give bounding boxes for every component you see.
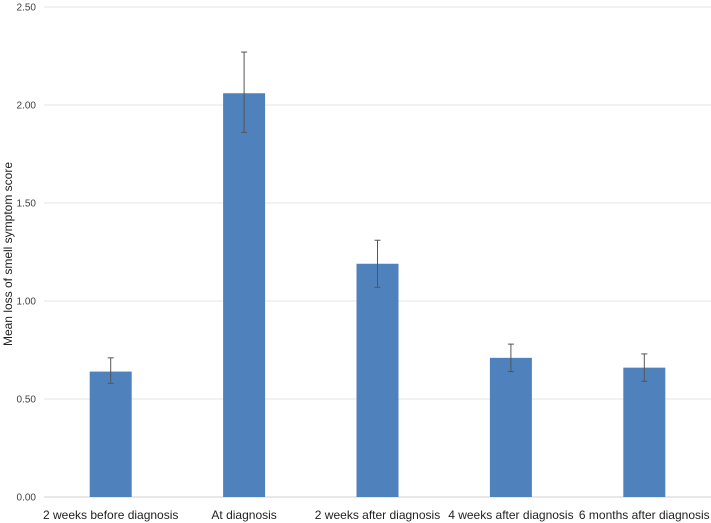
y-axis-title: Mean loss of smell symptom score (1, 162, 15, 346)
bar (489, 357, 532, 497)
y-tick-label: 0.00 (17, 493, 37, 504)
x-category-label: At diagnosis (211, 508, 276, 522)
y-tick-label: 0.50 (17, 395, 37, 406)
y-tick-labels: 0.00 0.50 1.00 1.50 2.00 2.50 (17, 3, 37, 504)
x-category-labels: 2 weeks before diagnosis At diagnosis 2 we… (43, 508, 710, 522)
y-tick-label: 2.50 (17, 3, 37, 14)
x-category-label: 2 weeks after diagnosis (315, 508, 440, 522)
bar (356, 263, 399, 497)
bars (89, 93, 666, 498)
x-category-label: 4 weeks after diagnosis (448, 508, 573, 522)
y-tick-label: 2.00 (17, 101, 37, 112)
bar (623, 367, 666, 497)
y-tick-label: 1.50 (17, 199, 37, 210)
error-bar (507, 343, 514, 373)
x-category-label: 6 months after diagnosis (579, 508, 710, 522)
error-bar (374, 239, 381, 288)
error-bar (107, 357, 114, 384)
bar (89, 371, 132, 497)
error-bar (241, 51, 248, 133)
error-bars (107, 51, 648, 384)
x-category-label: 2 weeks before diagnosis (43, 508, 178, 522)
error-bar (641, 353, 648, 382)
y-tick-label: 1.00 (17, 297, 37, 308)
bar (223, 93, 266, 498)
